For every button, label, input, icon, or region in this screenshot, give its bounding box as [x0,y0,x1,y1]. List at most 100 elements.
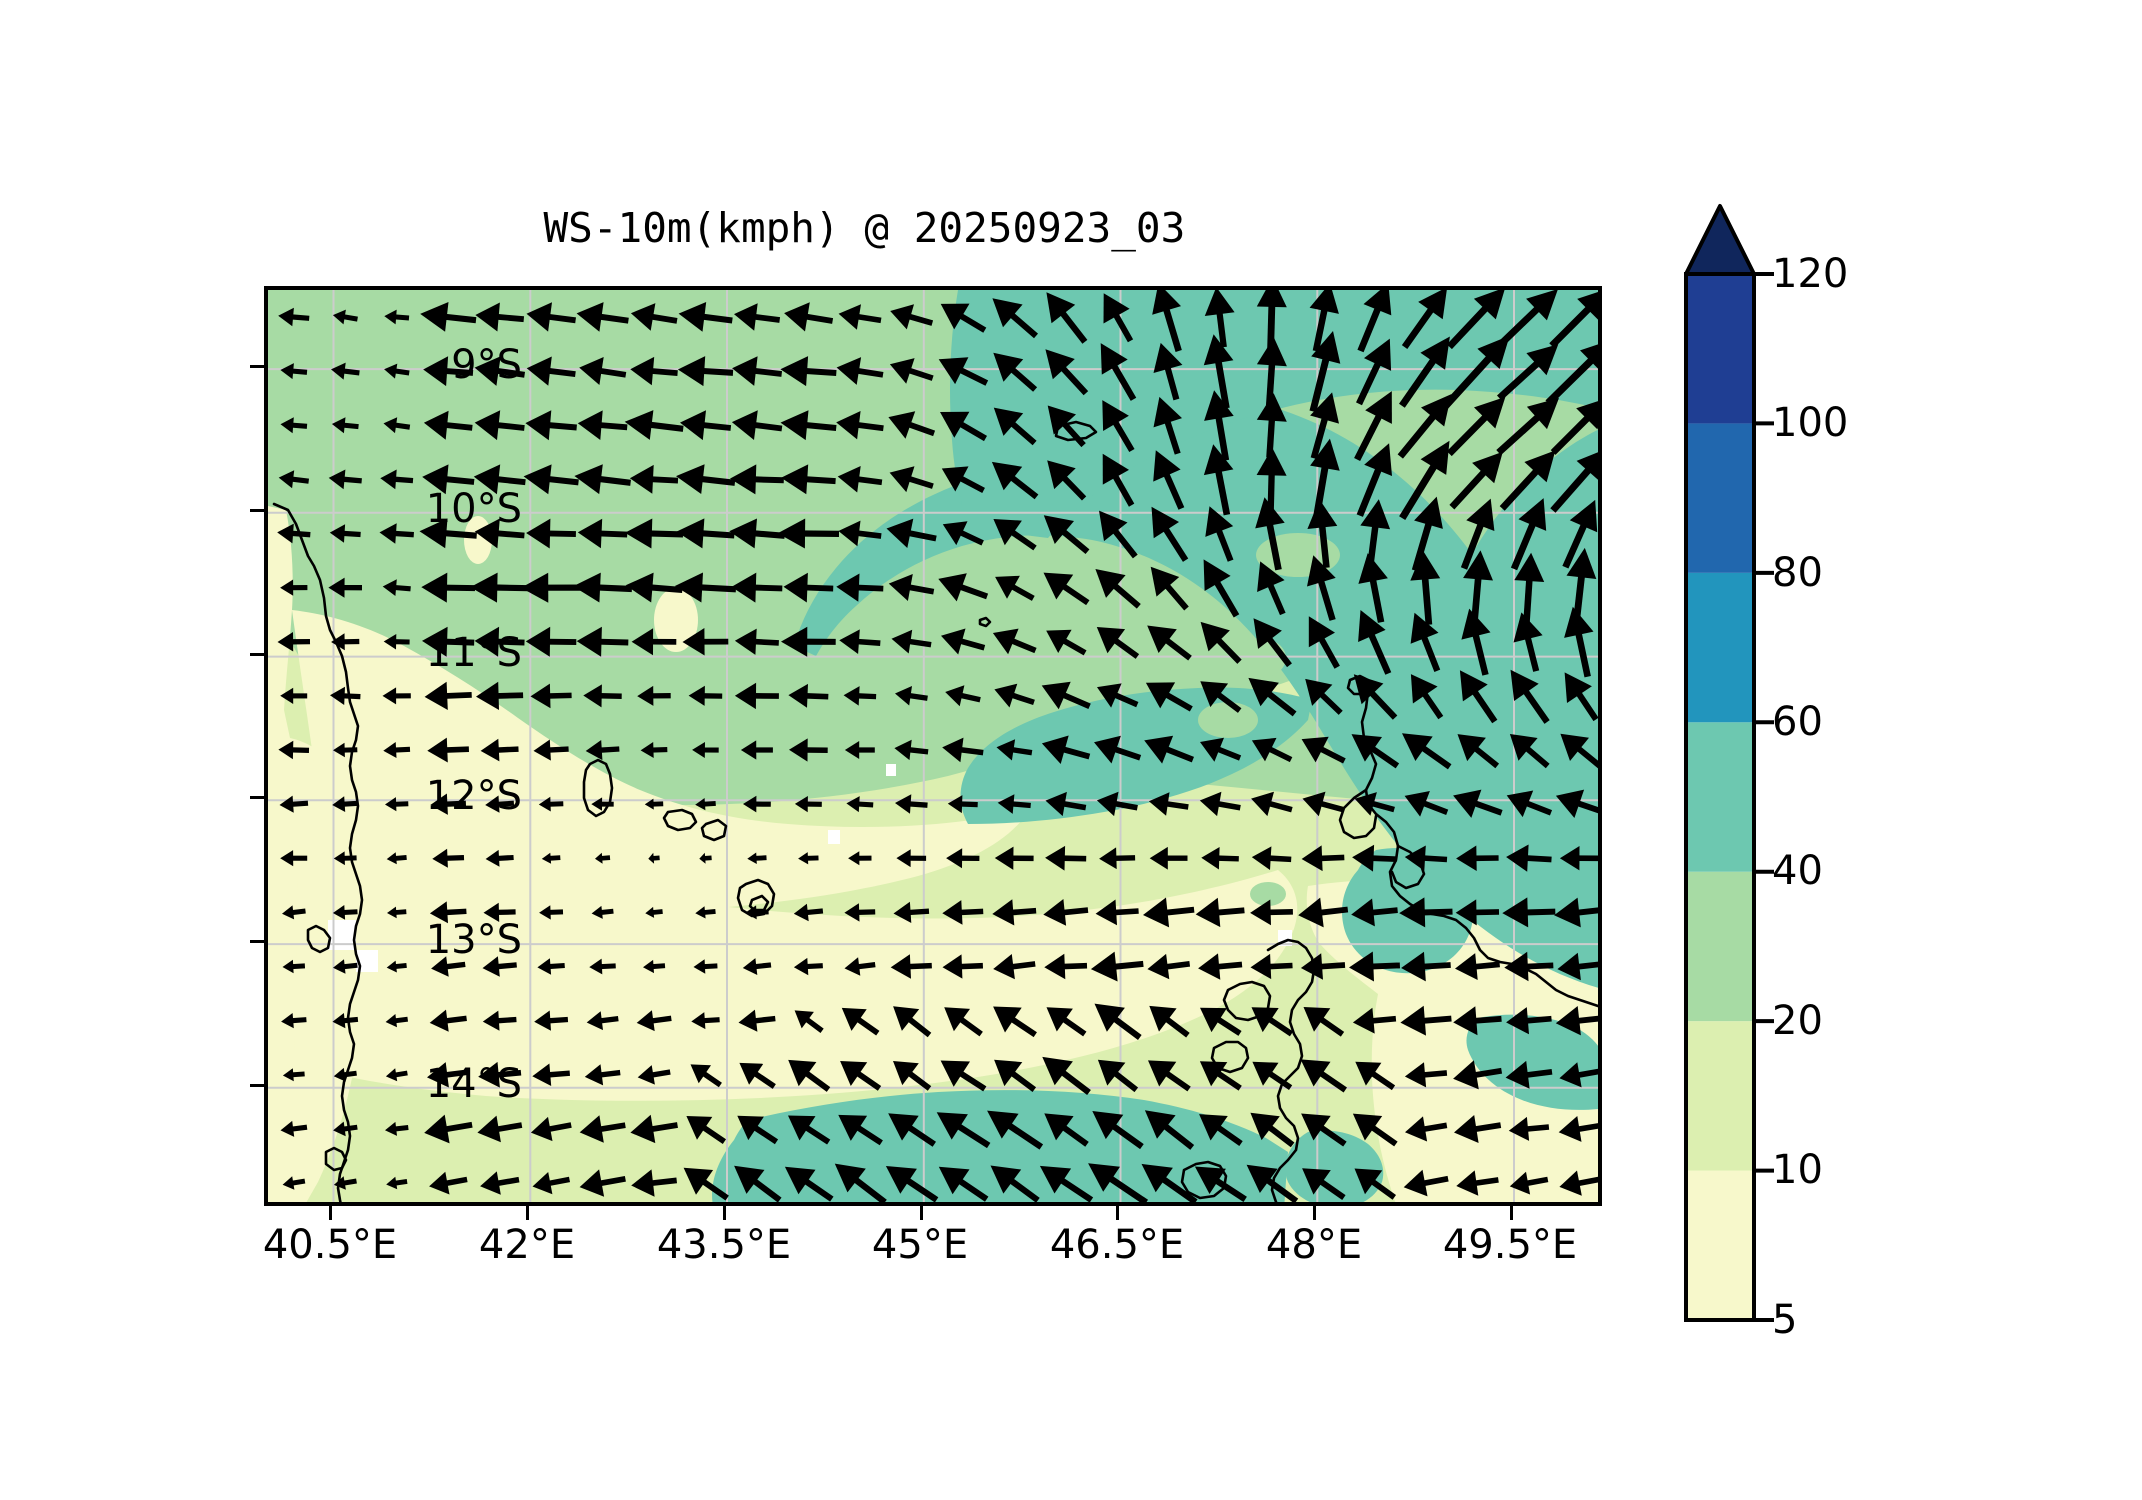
colorbar-label-5: 5 [1772,1297,1798,1343]
wind-arrow-shaft [856,638,881,646]
wind-arrow-head [944,1007,970,1032]
wind-arrow-head [537,958,552,975]
wind-arrow-shaft [650,1015,672,1024]
wind-arrow-shaft [342,530,361,538]
wind-arrow-head [1147,953,1170,980]
wind-arrow-head [1453,789,1482,818]
wind-arrow-shaft [394,1070,408,1078]
wind-arrow-head [1250,1112,1280,1141]
wind-arrow-shaft [1266,417,1276,458]
wind-arrow-head [742,958,758,975]
wind-arrow-head [625,572,654,603]
wind-arrow-shaft [754,962,772,970]
wind-arrow-shaft [908,801,928,808]
wind-arrow-shaft [804,313,834,324]
wind-arrow-shaft [1215,1016,1242,1036]
wind-arrow-head [777,518,806,549]
wind-arrow-head [574,464,603,495]
wind-arrow-head [473,464,501,495]
wind-arrow-head [1414,496,1443,529]
wind-arrow-shaft [394,801,409,807]
wind-arrow-shaft [1215,1124,1243,1147]
wind-arrow-shaft [1215,1070,1242,1091]
wind-arrow-head [674,572,703,603]
wind-arrow-head [482,956,500,977]
wind-arrow-head [1095,899,1117,926]
wind-arrow-head [1041,681,1071,710]
wind-arrow-shaft [1442,353,1494,410]
wind-arrow-shaft [856,584,884,592]
wind-arrow-head [595,852,603,864]
wind-arrow-shaft [495,476,526,486]
wind-arrow-shaft [959,692,981,703]
wind-arrow-shaft [599,746,620,753]
wind-arrow-shaft [1217,855,1239,862]
wind-arrow-shaft [291,422,308,429]
wind-arrow-shaft [443,1121,473,1133]
wind-arrow-head [1402,733,1433,761]
wind-arrow-shaft [1112,1070,1139,1093]
wind-arrow-head [683,1167,714,1195]
wind-arrow-shaft [395,909,407,915]
wind-arrow-head [1145,682,1176,709]
wind-arrow-head [890,304,914,330]
wind-arrow-head [1576,401,1598,430]
wind-arrow-shaft [906,1070,932,1091]
wind-arrow-shaft [1059,364,1089,396]
wind-arrow-shaft [1164,364,1180,401]
wind-arrow-shaft [1216,800,1241,811]
ytick-label-13s: 13°S [425,917,522,963]
wind-arrow-head [798,852,809,865]
wind-arrow-head [1152,290,1181,315]
wind-arrow-head [1508,1116,1530,1141]
wind-arrow-shaft [548,746,569,753]
wind-arrow-head [1456,845,1477,871]
wind-arrow-shaft [1525,1124,1550,1132]
wind-arrow-head [1256,447,1287,476]
wind-arrow-shaft [394,1016,409,1024]
wind-arrow-head [1463,550,1493,581]
wind-arrow-head [1143,897,1170,928]
wind-arrow-shaft [1449,468,1488,510]
coastline-madagascar-west [1266,938,1316,1202]
wind-arrow-head [846,796,860,813]
wind-arrow-shaft [1319,800,1345,813]
colorbar[interactable]: 120 100 80 60 40 20 10 5 [1676,170,2076,1360]
wind-arrow-head [386,852,397,865]
wind-arrow-head [636,1010,655,1032]
wind-arrow-shaft [907,475,934,489]
wind-arrow-shaft [652,855,660,861]
wind-arrow-head [1094,1003,1125,1032]
map-plot-area[interactable] [264,286,1602,1206]
wind-arrow-head [1308,616,1335,648]
colorbar-label-120: 120 [1772,251,1849,297]
wind-arrow-head [526,356,552,386]
wind-arrow-head [990,1165,1022,1194]
wind-arrow-shaft [1213,1177,1247,1202]
wind-arrow-head [1477,335,1510,369]
wind-arrow-shaft [444,692,472,699]
wind-arrow-shaft [1369,745,1400,769]
wind-arrow-head [385,1014,397,1028]
wind-arrow-head [1256,393,1287,422]
wind-arrow-shaft [906,421,936,437]
wind-arrow-shaft [1460,521,1485,570]
wind-arrow-shaft [547,1122,572,1133]
wind-arrow-shaft [955,1122,991,1149]
wind-arrow-shaft [699,475,736,486]
xtick-mark [526,1206,529,1220]
wind-arrow-head [1506,790,1534,818]
wind-arrow-shaft [342,1016,359,1024]
wind-arrow-head [277,523,294,544]
wind-arrow-head [692,742,705,758]
wind-arrow-head [1046,1007,1073,1032]
wind-arrow-shaft [1319,962,1346,970]
wind-arrow-shaft [496,746,519,753]
wind-arrow-shaft [394,854,407,861]
wind-arrow-head [630,356,655,386]
wind-arrow-shaft [755,909,769,915]
wind-arrow-head [1250,899,1271,926]
ytick-label-11s: 11°S [425,630,522,676]
wind-arrow-shaft [1163,745,1194,763]
wind-arrow-shaft [700,1178,729,1201]
